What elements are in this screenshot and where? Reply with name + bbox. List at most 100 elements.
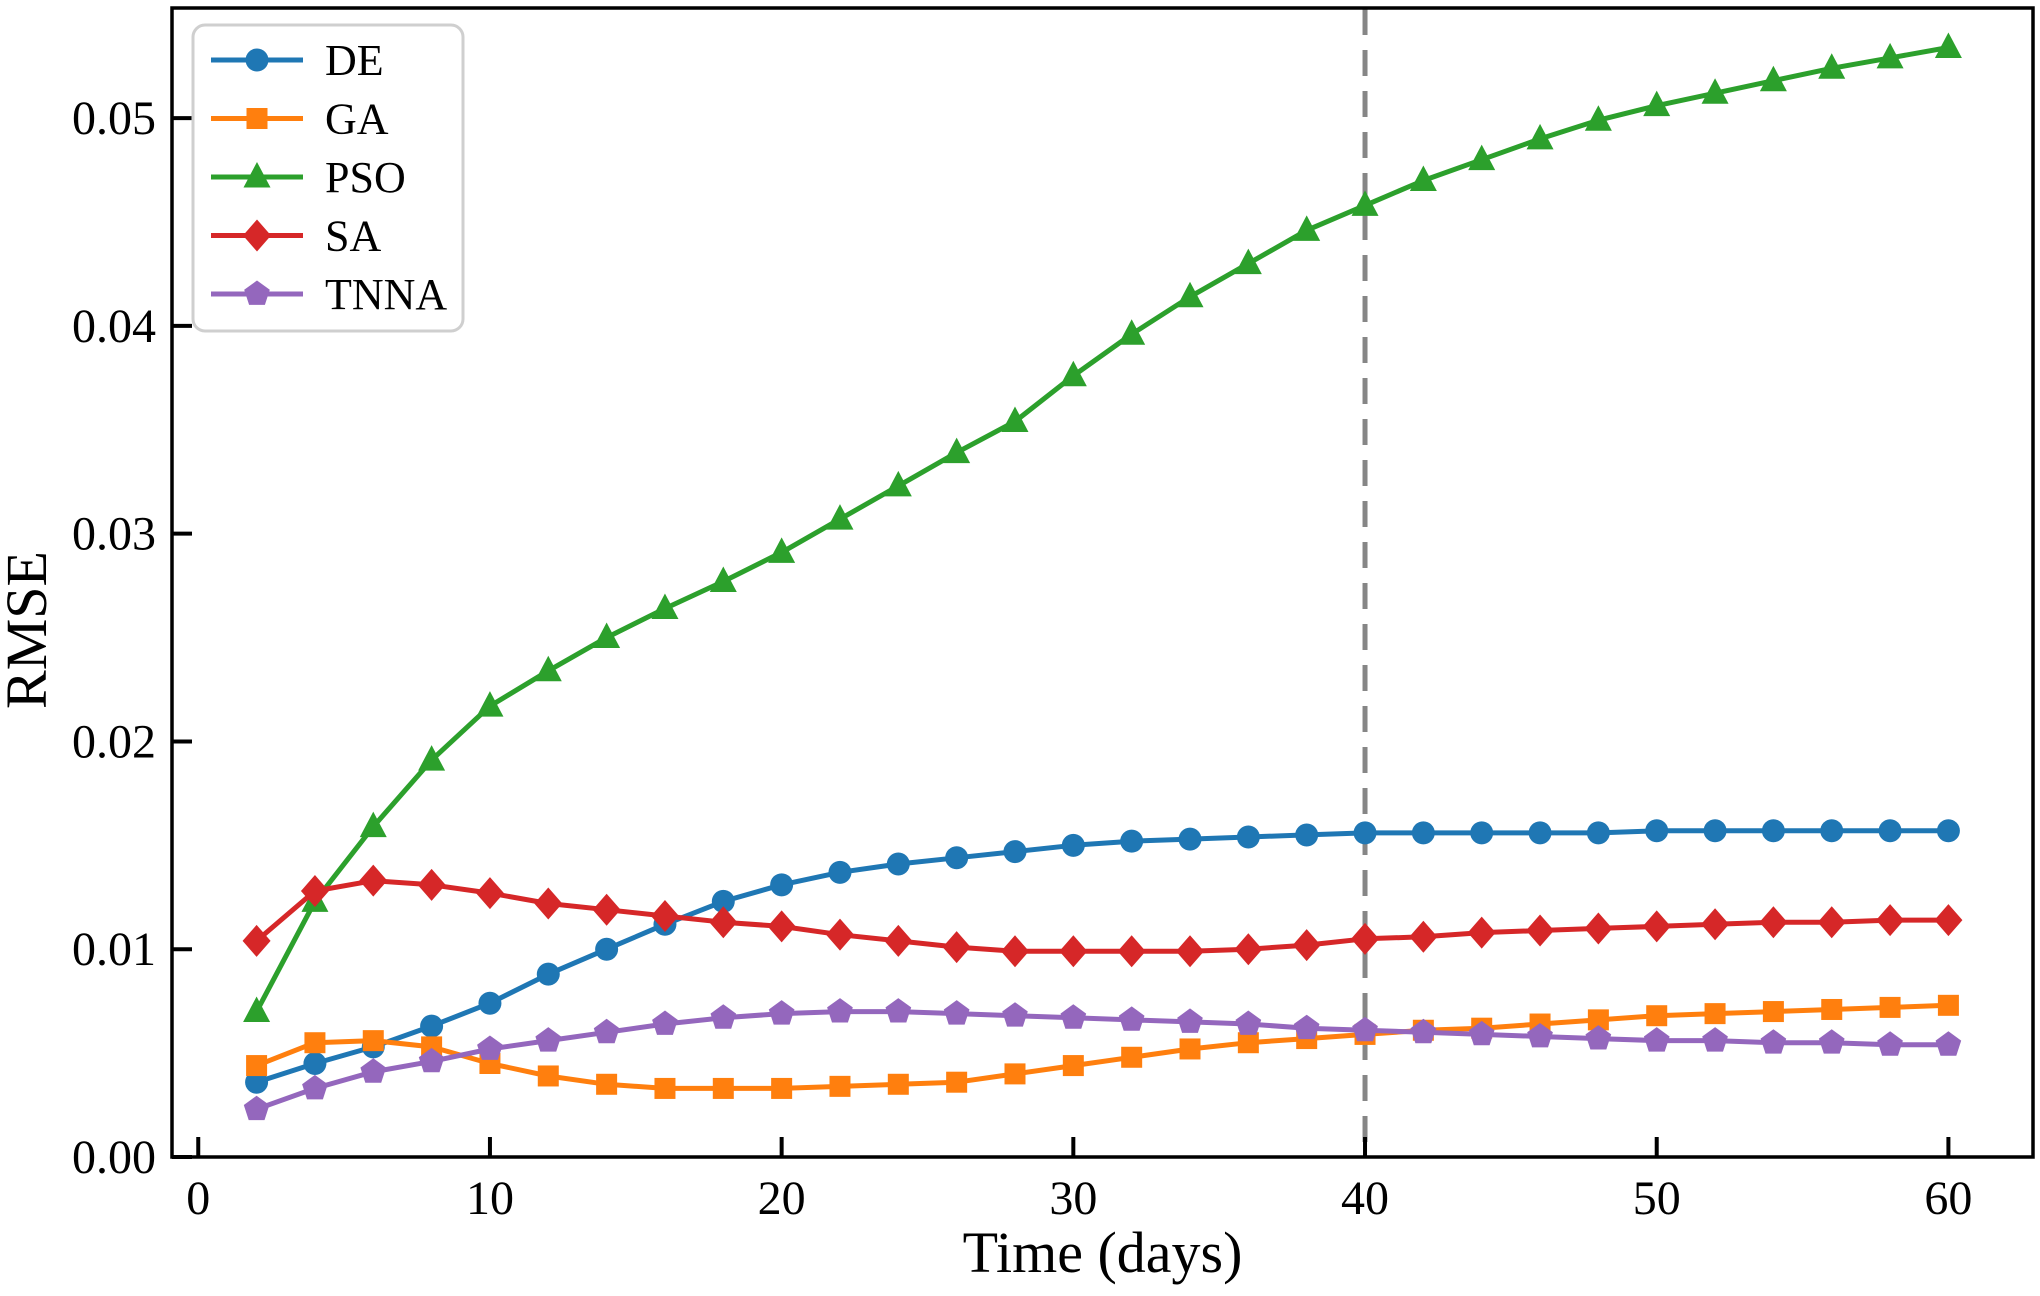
x-axis-title: Time (days) (963, 1220, 1243, 1285)
marker-triangle (1176, 281, 1204, 308)
marker-pentagon (244, 280, 270, 305)
marker-diamond (242, 924, 271, 957)
marker-pentagon (360, 1058, 387, 1083)
marker-circle (536, 962, 560, 986)
marker-pentagon (827, 998, 853, 1023)
series-DE (245, 819, 1960, 1094)
marker-circle (1703, 819, 1727, 843)
marker-pentagon (1468, 1020, 1495, 1046)
legend-label-SA: SA (325, 212, 381, 261)
marker-square (887, 1073, 909, 1095)
marker-pentagon (1352, 1016, 1378, 1042)
marker-pentagon (1293, 1014, 1320, 1040)
marker-triangle (1351, 190, 1379, 216)
marker-triangle (1934, 32, 1962, 58)
y-tick-label: 0.02 (72, 715, 156, 768)
marker-circle (1528, 821, 1552, 845)
legend-entry-GA: GA (211, 95, 389, 144)
marker-circle (420, 1014, 444, 1038)
marker-diamond (1176, 935, 1205, 968)
y-tick-label: 0.01 (72, 923, 156, 976)
marker-diamond (1351, 922, 1380, 955)
marker-diamond (592, 893, 621, 926)
marker-circle (245, 1070, 269, 1094)
marker-circle (886, 852, 910, 876)
marker-pentagon (1002, 1002, 1028, 1027)
legend-entry-DE: DE (211, 36, 384, 85)
y-tick-label: 0.00 (72, 1131, 156, 1184)
marker-pentagon (1118, 1006, 1145, 1031)
marker-square (946, 1071, 968, 1093)
marker-triangle (593, 622, 621, 649)
marker-pentagon (1760, 1029, 1787, 1054)
marker-pentagon (418, 1047, 445, 1073)
marker-circle (595, 937, 619, 961)
marker-triangle (884, 470, 912, 497)
x-tick-label: 20 (758, 1172, 806, 1225)
marker-diamond (1526, 914, 1555, 947)
marker-circle (1878, 819, 1902, 843)
marker-circle (303, 1052, 327, 1076)
legend: DE GA PSO SA TNNA (191, 23, 465, 333)
marker-triangle (1818, 53, 1846, 79)
marker-circle (1761, 819, 1785, 843)
marker-circle (1120, 829, 1144, 853)
y-axis-title: RMSE (0, 551, 59, 709)
marker-diamond (709, 906, 738, 939)
marker-pentagon (1177, 1008, 1203, 1033)
marker-triangle (1701, 78, 1729, 104)
marker-triangle (1234, 248, 1262, 275)
marker-pentagon (768, 1000, 795, 1025)
x-tick-label: 50 (1633, 1172, 1681, 1225)
legend-box (191, 23, 465, 333)
marker-diamond (1117, 935, 1146, 968)
marker-triangle (1759, 65, 1787, 92)
marker-diamond (767, 910, 796, 943)
marker-circle (1353, 821, 1377, 845)
marker-circle (1236, 825, 1260, 849)
marker-triangle (359, 811, 387, 838)
marker-pentagon (1410, 1018, 1437, 1044)
x-tick-label: 40 (1341, 1172, 1389, 1225)
marker-triangle (1526, 123, 1554, 150)
marker-square (537, 1065, 559, 1087)
marker-square (1821, 998, 1843, 1020)
marker-square (1237, 1032, 1259, 1054)
x-tick-label: 10 (466, 1172, 514, 1225)
y-tick-label: 0.05 (72, 92, 156, 145)
marker-circle (1061, 833, 1085, 857)
marker-circle (1295, 823, 1319, 847)
legend-entry-SA: SA (211, 212, 381, 261)
marker-triangle (476, 691, 504, 717)
marker-square (362, 1030, 384, 1052)
marker-diamond (300, 875, 329, 908)
marker-diamond (1934, 904, 1963, 937)
marker-pentagon (1235, 1010, 1262, 1035)
marker-square (712, 1077, 734, 1099)
marker-triangle (709, 566, 737, 592)
marker-pentagon (1818, 1029, 1845, 1054)
marker-triangle (651, 593, 679, 619)
marker-diamond (1701, 908, 1730, 941)
plot-frame (170, 6, 2035, 1159)
marker-diamond (534, 887, 563, 920)
marker-triangle (1293, 215, 1321, 241)
marker-diamond (475, 877, 504, 910)
marker-diamond (1817, 906, 1846, 939)
marker-circle (245, 48, 269, 72)
marker-pentagon (1877, 1031, 1903, 1056)
marker-circle (711, 889, 735, 913)
marker-pentagon (1935, 1031, 1962, 1056)
series-SA (242, 864, 1963, 968)
marker-circle (1820, 819, 1844, 843)
marker-square (1937, 994, 1959, 1016)
marker-circle (1178, 827, 1202, 851)
marker-square (1879, 996, 1901, 1018)
marker-square (596, 1073, 618, 1095)
marker-square (1704, 1003, 1726, 1025)
marker-diamond (359, 864, 388, 897)
axes-layer: 0 10 20 30 40 50 60 0.00 0.01 0.02 0.03 0.04 0.05 Tim… (0, 6, 2035, 1285)
series-TNNA (243, 998, 1962, 1121)
